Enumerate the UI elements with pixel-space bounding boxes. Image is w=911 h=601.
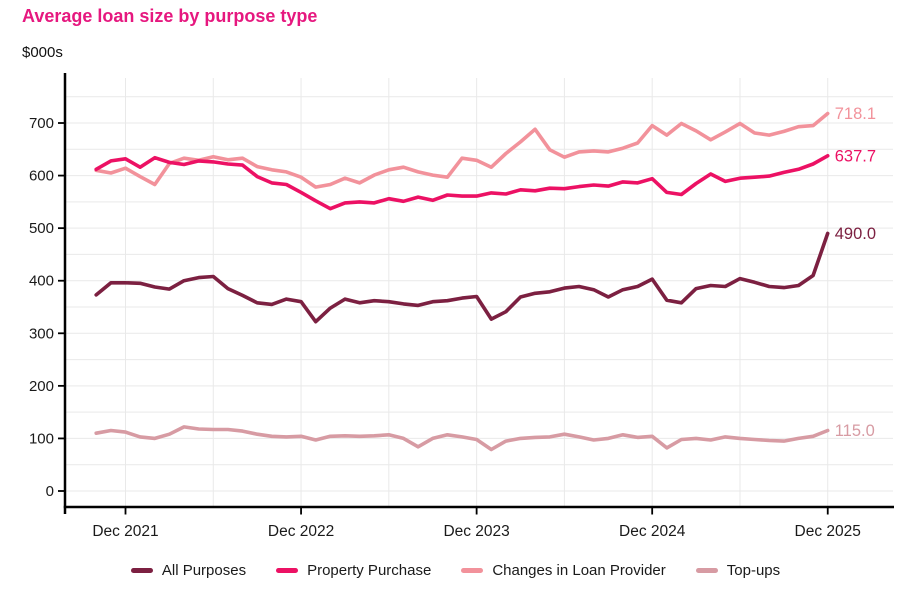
legend-item-top-ups: Top-ups (695, 562, 781, 579)
chart-legend: All Purposes Property Purchase Changes in … (0, 562, 911, 579)
series-line-top-ups (94, 425, 830, 452)
chart-title: Average loan size by purpose type (22, 6, 318, 26)
legend-label-top-ups: Top-ups (726, 562, 781, 579)
y-axis-tick-label: 300 (29, 325, 54, 342)
legend-item-changes-in-loan-provider: Changes in Loan Provider (461, 562, 666, 579)
series-line-changes-in-loan-provider (94, 111, 830, 189)
legend-swatch-changes-in-loan-provider (461, 568, 484, 573)
y-axis-tick-label: 500 (29, 220, 54, 237)
legend-swatch-property-purchase (276, 568, 299, 573)
y-axis-tick-label: 200 (29, 378, 54, 395)
x-axis-tick-label: Dec 2022 (268, 523, 334, 540)
series-line-property-purchase (94, 154, 830, 211)
legend-swatch-all-purposes (130, 568, 153, 573)
legend-label-property-purchase: Property Purchase (307, 562, 432, 579)
y-axis-tick-label: 700 (29, 115, 54, 132)
end-value-label-changes-in-loan-provider: 718.1 (835, 105, 876, 123)
y-axis-tick-label: 0 (46, 483, 54, 500)
y-axis-tick-label: 600 (29, 168, 54, 185)
x-axis-tick-label: Dec 2021 (92, 523, 158, 540)
end-value-label-all-purposes: 490.0 (835, 225, 876, 243)
end-value-label-property-purchase: 637.7 (835, 147, 876, 165)
legend-label-changes-in-loan-provider: Changes in Loan Provider (492, 562, 666, 579)
y-axis-tick-label: 400 (29, 273, 54, 290)
x-axis-tick-label: Dec 2024 (619, 523, 686, 540)
legend-item-all-purposes: All Purposes (130, 562, 247, 579)
y-axis-unit-label: $000s (22, 44, 63, 61)
x-axis-tick-label: Dec 2025 (795, 523, 861, 540)
series-line-all-purposes (94, 231, 830, 324)
end-value-label-top-ups: 115.0 (835, 422, 875, 440)
x-axis-tick-label: Dec 2023 (443, 523, 509, 540)
line-chart-plot: 0 100 200 300 400 500 600 700 Dec 2021 Dec 2022 De… (29, 73, 894, 540)
legend-swatch-top-ups (695, 568, 718, 573)
y-axis-tick-label: 100 (29, 430, 54, 447)
legend-label-all-purposes: All Purposes (161, 562, 247, 579)
legend-item-property-purchase: Property Purchase (276, 562, 431, 579)
